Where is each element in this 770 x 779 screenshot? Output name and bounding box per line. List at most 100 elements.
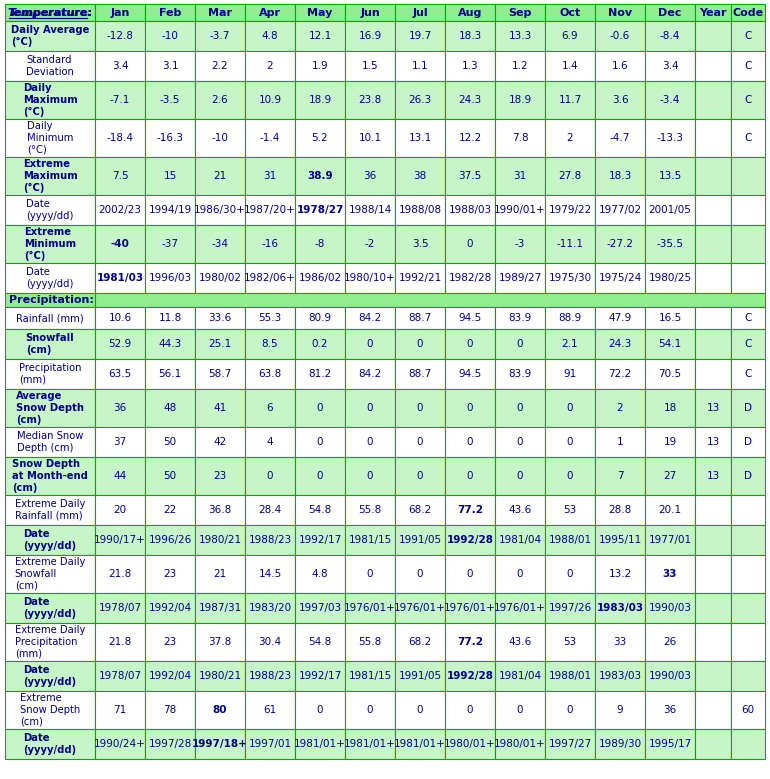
Bar	[495, 329, 545, 359]
Text: C: C	[745, 369, 752, 379]
Text: 16.9: 16.9	[358, 31, 382, 41]
Bar	[445, 427, 495, 457]
Bar	[5, 263, 95, 293]
Bar	[195, 495, 245, 525]
Bar	[95, 4, 145, 21]
Text: Dec: Dec	[658, 8, 681, 17]
Text: C: C	[745, 95, 752, 105]
Text: 25.1: 25.1	[209, 339, 232, 349]
Text: 88.9: 88.9	[558, 313, 581, 323]
Text: 31: 31	[263, 171, 276, 181]
Bar	[695, 495, 731, 525]
Bar	[445, 81, 495, 119]
Bar	[5, 691, 95, 729]
Bar	[445, 525, 495, 555]
Bar	[95, 495, 145, 525]
Bar	[645, 225, 695, 263]
Text: 81.2: 81.2	[308, 369, 332, 379]
Bar	[5, 195, 95, 225]
Bar	[295, 119, 345, 157]
Text: 8.5: 8.5	[262, 339, 278, 349]
Bar	[395, 729, 445, 759]
Bar	[145, 389, 195, 427]
Bar	[595, 195, 645, 225]
Text: 1992/04: 1992/04	[149, 603, 192, 613]
Text: 0: 0	[467, 339, 474, 349]
Text: -40: -40	[111, 239, 129, 249]
Bar	[645, 81, 695, 119]
Text: 50: 50	[163, 471, 176, 481]
Text: 24.3: 24.3	[458, 95, 481, 105]
Bar	[645, 661, 695, 691]
Bar	[5, 495, 95, 525]
Bar	[5, 4, 95, 21]
Text: 1986/30+: 1986/30+	[194, 205, 246, 215]
Bar	[395, 51, 445, 81]
Text: 1980/01+: 1980/01+	[494, 739, 546, 749]
Text: 30.4: 30.4	[259, 637, 282, 647]
Bar	[245, 4, 295, 21]
Bar	[595, 225, 645, 263]
Text: 38: 38	[413, 171, 427, 181]
Text: Date
(yyyy/dd): Date (yyyy/dd)	[23, 665, 76, 687]
Bar	[145, 457, 195, 495]
Text: 41: 41	[213, 403, 226, 413]
Text: Temperature:: Temperature:	[9, 8, 93, 17]
Text: Oct: Oct	[559, 8, 581, 17]
Bar	[95, 623, 145, 661]
Text: 0: 0	[316, 471, 323, 481]
Text: 33: 33	[663, 569, 678, 579]
Bar	[545, 729, 595, 759]
Bar	[195, 525, 245, 555]
Text: 13: 13	[706, 403, 720, 413]
Text: 1.1: 1.1	[412, 61, 428, 71]
Text: 2.2: 2.2	[212, 61, 229, 71]
Bar	[5, 329, 95, 359]
Bar	[595, 81, 645, 119]
Bar	[445, 661, 495, 691]
Text: 31: 31	[514, 171, 527, 181]
Bar	[295, 525, 345, 555]
Text: 1992/17: 1992/17	[299, 535, 342, 545]
Bar	[595, 21, 645, 51]
Bar	[145, 729, 195, 759]
Text: 68.2: 68.2	[408, 637, 432, 647]
Bar	[145, 157, 195, 195]
Text: 3.4: 3.4	[112, 61, 129, 71]
Text: -7.1: -7.1	[110, 95, 130, 105]
Text: 55.8: 55.8	[358, 637, 382, 647]
Text: 1981/01+: 1981/01+	[294, 739, 346, 749]
Bar	[395, 119, 445, 157]
Bar	[295, 195, 345, 225]
Text: 7.8: 7.8	[512, 133, 528, 143]
Bar	[195, 389, 245, 427]
Text: 13: 13	[706, 437, 720, 447]
Bar	[445, 593, 495, 623]
Bar	[595, 51, 645, 81]
Text: 1980/10+: 1980/10+	[344, 273, 396, 283]
Text: 91: 91	[564, 369, 577, 379]
Text: 70.5: 70.5	[658, 369, 681, 379]
Text: 1995/11: 1995/11	[598, 535, 641, 545]
Bar	[5, 555, 95, 593]
Bar	[545, 119, 595, 157]
Text: C: C	[745, 61, 752, 71]
Text: 0: 0	[367, 471, 373, 481]
Bar	[295, 457, 345, 495]
Text: 7: 7	[617, 471, 623, 481]
Text: 4.8: 4.8	[312, 569, 328, 579]
Bar	[5, 119, 95, 157]
Bar	[195, 81, 245, 119]
Text: -3.5: -3.5	[160, 95, 180, 105]
Bar	[245, 119, 295, 157]
Text: -35.5: -35.5	[657, 239, 684, 249]
Bar	[731, 263, 765, 293]
Text: Date
(yyyy/dd): Date (yyyy/dd)	[23, 529, 76, 551]
Text: 0: 0	[316, 403, 323, 413]
Bar	[695, 457, 731, 495]
Bar	[245, 21, 295, 51]
Bar	[445, 691, 495, 729]
Text: Date
(yyyy/dd): Date (yyyy/dd)	[23, 733, 76, 755]
Bar	[445, 307, 495, 329]
Bar	[295, 389, 345, 427]
